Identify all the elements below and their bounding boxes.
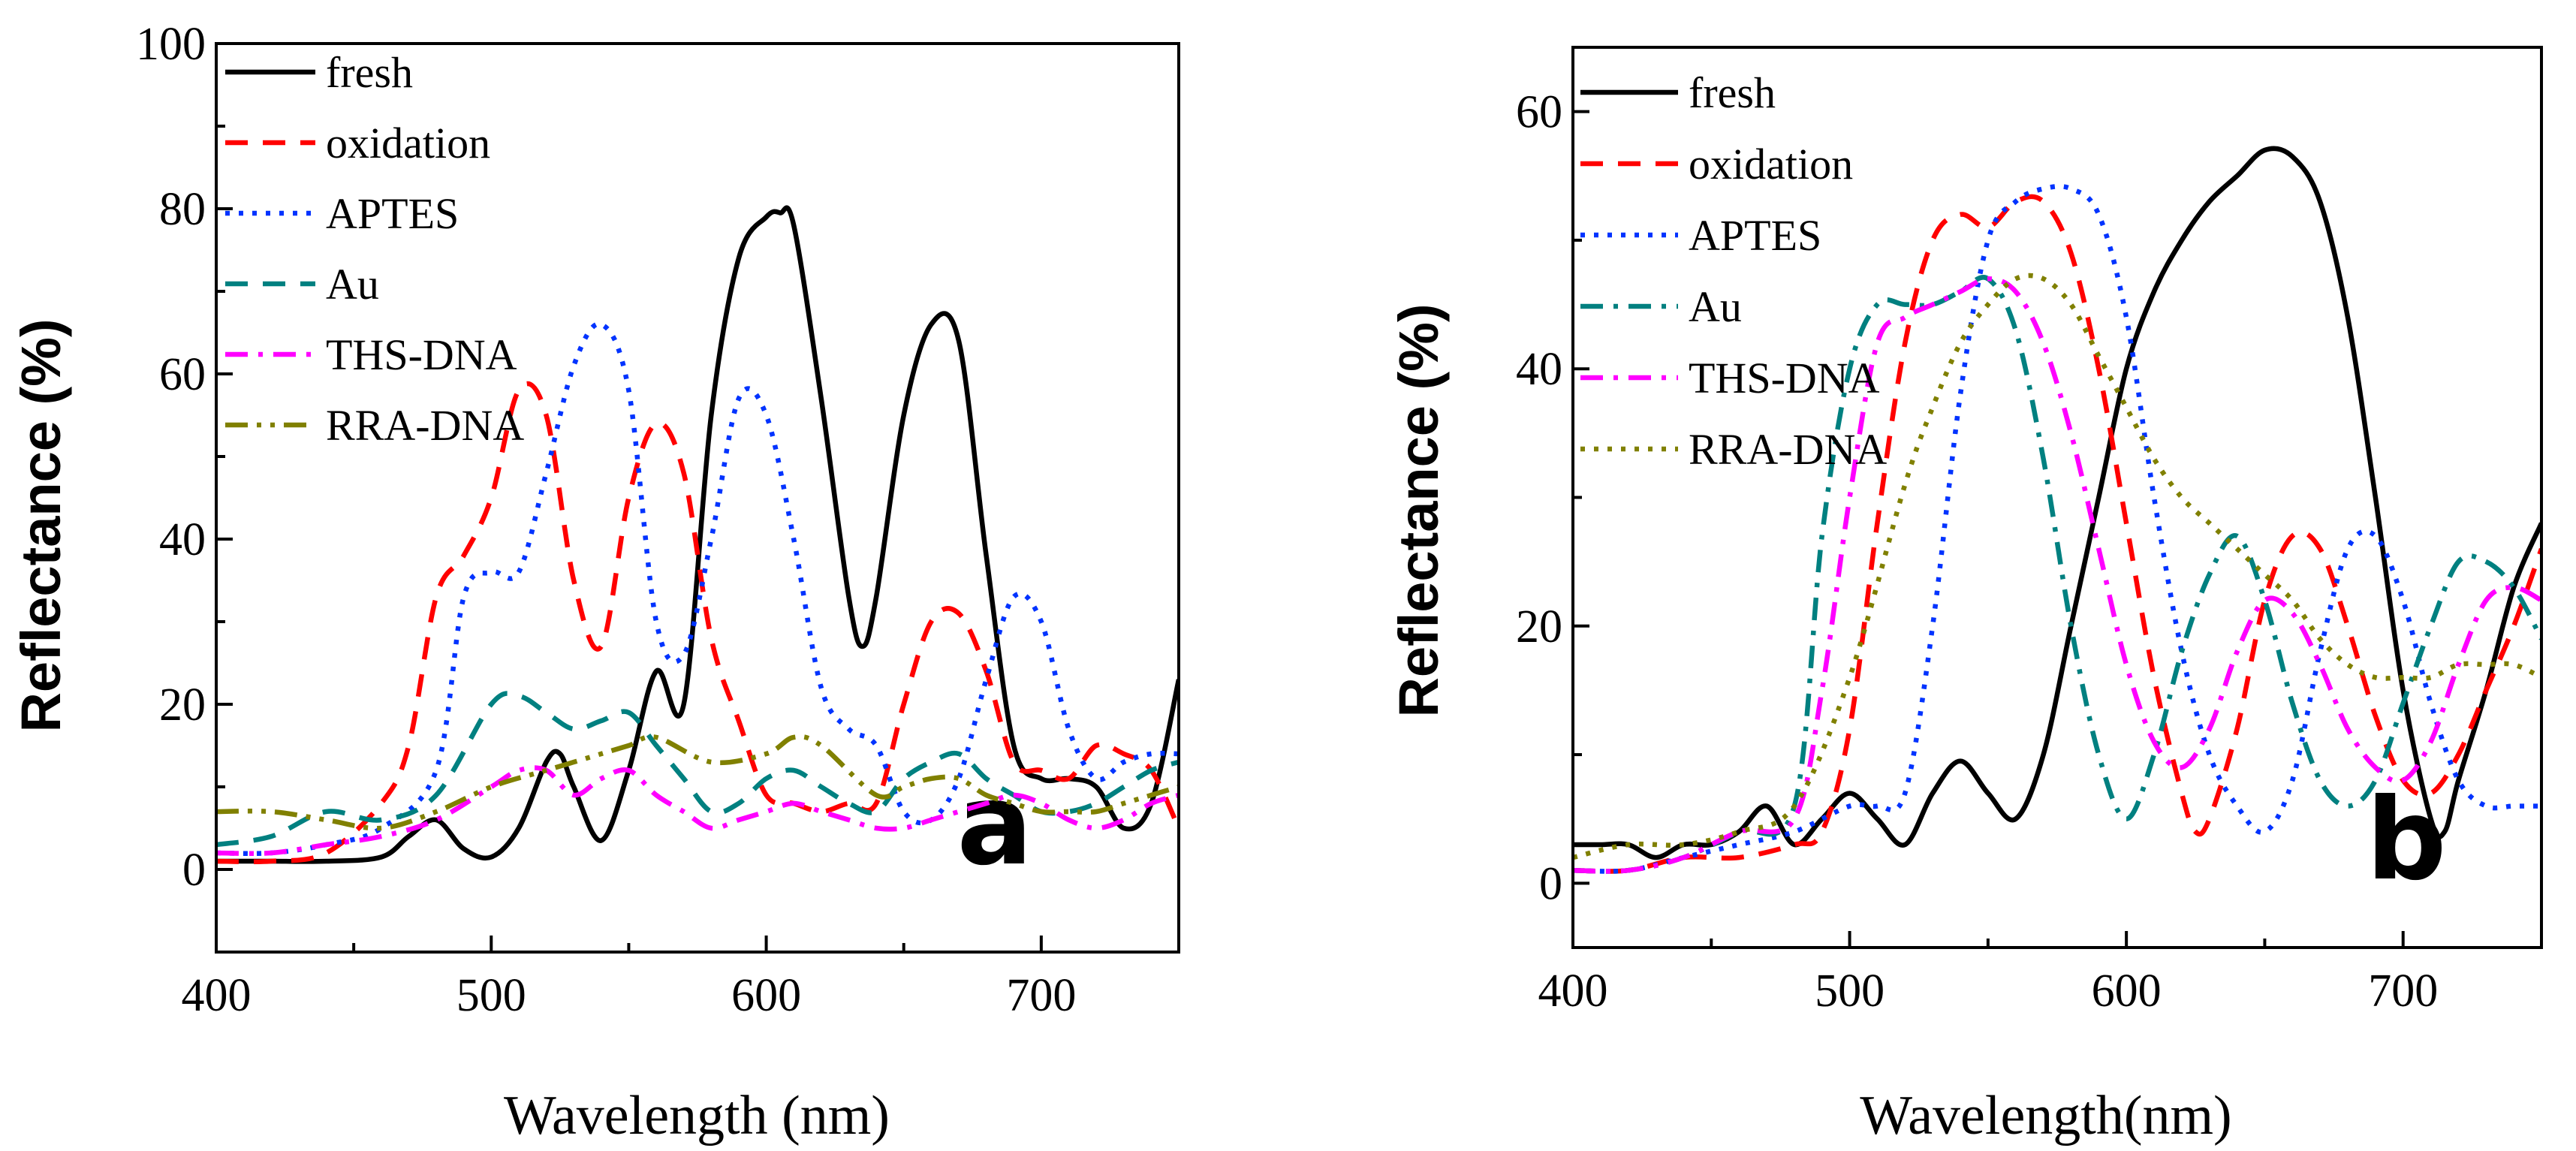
panel-b-legend-label-fresh: fresh <box>1689 68 1776 117</box>
panel-a-y-tick-label: 40 <box>159 514 206 565</box>
panel-a-legend-label-oxidation: oxidation <box>326 119 490 167</box>
panel-a-legend: fresh oxidation APTES Au THS-DNA RRA-DNA <box>225 48 524 450</box>
panel-a-y-tick-label: 100 <box>136 19 206 70</box>
panel-a-series-line-rra-dna <box>216 734 1179 831</box>
panel-a-legend-label-aptes: APTES <box>326 189 459 238</box>
panel-b-y-tick-label: 40 <box>1516 344 1562 395</box>
panel-b-legend-label-oxidation: oxidation <box>1689 140 1853 188</box>
panel-a-chart: Wavelength (nm) Reflectance (%) a 400 500… <box>10 19 1180 1146</box>
panel-b-chart: Wavelength(nm) Reflectance (%) b 400 500 6… <box>1387 46 2543 1146</box>
panel-b-x-tick-label: 600 <box>2092 966 2162 1017</box>
panel-b-y-axis-title: Reflectance (%) <box>1387 303 1450 717</box>
panel-b-y-tick-label: 60 <box>1516 87 1562 138</box>
panel-b-series-line-ths-dna <box>1573 276 2541 874</box>
panel-b-series-group <box>1573 146 2541 874</box>
panel-a-y-tick-label: 80 <box>159 184 206 235</box>
panel-a-series-line-aptes <box>216 321 1179 857</box>
panel-b-series-line-fresh <box>1573 146 2541 860</box>
panel-a-series-group <box>216 205 1179 865</box>
panel-a-x-tick-label: 600 <box>731 970 801 1021</box>
panel-a-x-tick-label: 700 <box>1006 970 1076 1021</box>
panel-b-series-line-rra-dna <box>1573 273 2541 860</box>
panel-b-y-tick-label: 0 <box>1539 858 1562 909</box>
panel-b-legend: fresh oxidation APTES Au THS-DNA RRA-DNA <box>1580 68 1887 474</box>
panel-a-x-tick-label: 400 <box>182 970 252 1021</box>
panel-b-series-line-oxidation <box>1573 194 2541 874</box>
panel-b-label: b <box>2366 775 2446 905</box>
panel-b-legend-label-ths-dna: THS-DNA <box>1689 354 1880 402</box>
panel-a-y-axis-title: Reflectance (%) <box>10 318 72 732</box>
panel-b-x-tick-label: 700 <box>2368 966 2438 1017</box>
panel-a-legend-label-fresh: fresh <box>326 48 413 97</box>
panel-a-series-line-oxidation <box>216 381 1179 865</box>
panel-a-label: a <box>957 760 1032 890</box>
panel-a-series-line-fresh <box>216 205 1179 864</box>
panel-a-plot-frame <box>215 42 1180 954</box>
panel-a-legend-label-ths-dna: THS-DNA <box>326 330 517 379</box>
panel-a-x-tick-label: 500 <box>456 970 526 1021</box>
panel-a-y-tick-label: 20 <box>159 679 206 731</box>
panel-a-legend-label-rra-dna: RRA-DNA <box>326 401 524 450</box>
panel-b-legend-label-aptes: APTES <box>1689 211 1821 260</box>
panel-b-legend-label-rra-dna: RRA-DNA <box>1689 425 1887 474</box>
panel-b-x-tick-label: 500 <box>1815 966 1885 1017</box>
panel-b-y-tick-label: 20 <box>1516 601 1562 652</box>
panel-a-y-tick-label: 0 <box>182 845 206 896</box>
panel-a-x-axis-title: Wavelength (nm) <box>504 1085 890 1146</box>
panel-b-x-tick-label: 400 <box>1538 966 1608 1017</box>
panel-b-x-axis-title: Wavelength(nm) <box>1860 1085 2231 1146</box>
panel-b-legend-label-au: Au <box>1689 282 1742 331</box>
panel-a-legend-label-au: Au <box>326 260 379 309</box>
panel-a-y-tick-label: 60 <box>159 349 206 400</box>
